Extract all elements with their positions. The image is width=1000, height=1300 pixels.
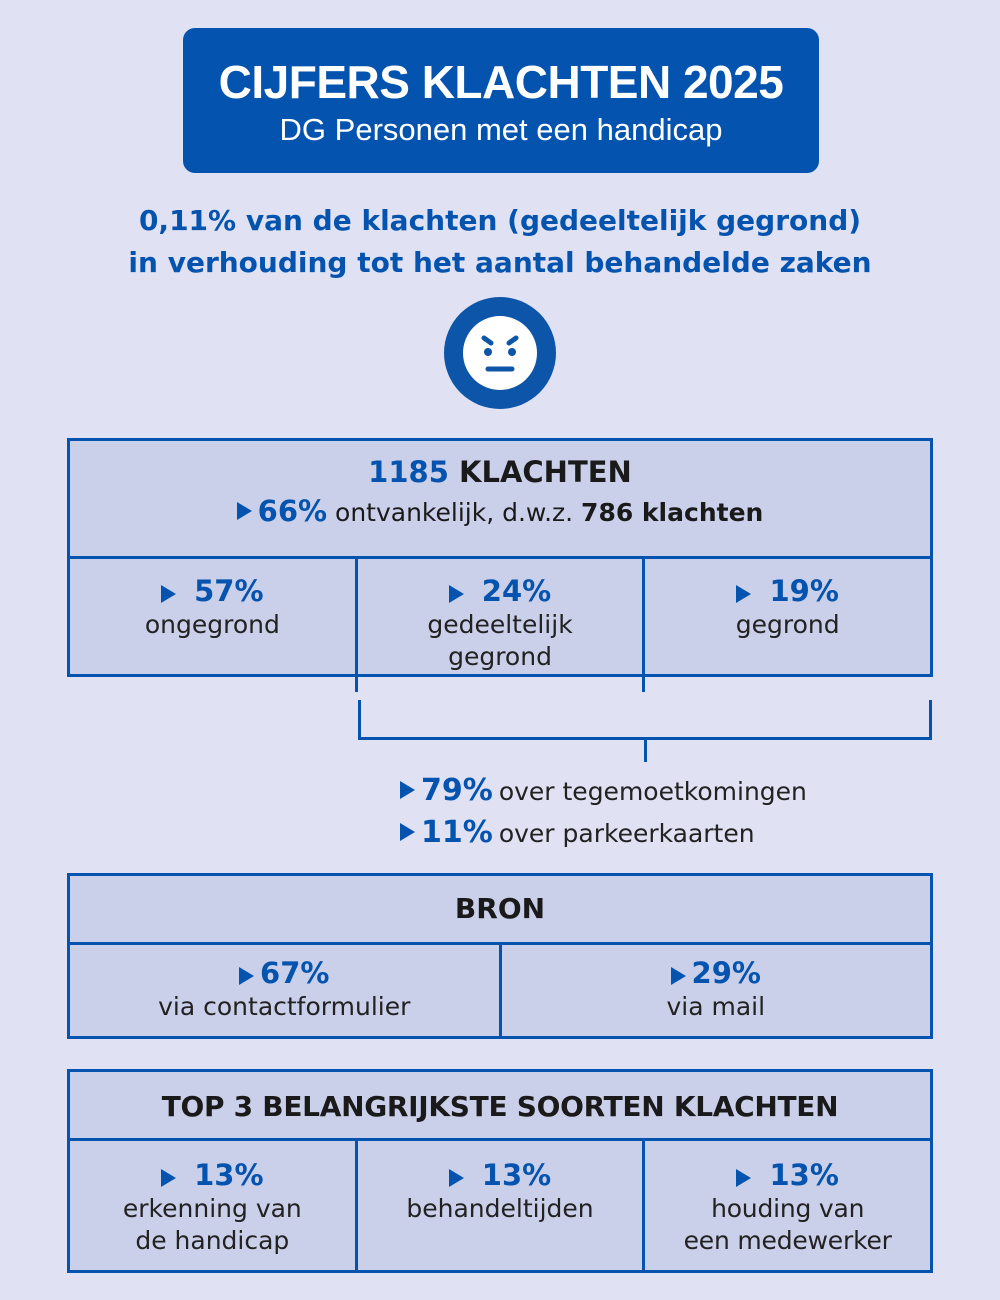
grouping-bracket (358, 700, 932, 740)
complaints-header: 1185 KLACHTEN 66% ontvankelijk, d.w.z. 7… (70, 453, 930, 559)
intro-statement: 0,11% van de klachten (gedeeltelijk gegr… (0, 200, 1000, 284)
source-label: via mail (666, 992, 766, 1021)
breakdown-label: gegrond (735, 610, 840, 639)
source-box: BRON 67% via contactformulier 29% via ma… (67, 873, 933, 1039)
top3-pct: 13% (769, 1158, 839, 1192)
top3-label-2: een medewerker (683, 1226, 892, 1255)
topic-label: over tegemoetkomingen (498, 777, 807, 806)
breakdown-row: 57% ongegrond 24% gedeeltelijk gegrond 1… (70, 559, 930, 692)
top3-label: houding van (711, 1194, 865, 1223)
topic-pct: 11% (421, 815, 493, 850)
breakdown-cell: 24% gedeeltelijk gegrond (354, 559, 643, 692)
page-subtitle: DG Personen met een handicap (279, 112, 723, 147)
triangle-bullet-icon (239, 966, 255, 985)
top3-label: behandeltijden (406, 1194, 594, 1223)
top3-pct: 13% (481, 1158, 552, 1192)
topic-label: over parkeerkaarten (498, 819, 755, 848)
breakdown-pct: 24% (481, 574, 552, 608)
triangle-bullet-icon (448, 584, 464, 603)
top3-box: TOP 3 BELANGRIJKSTE SOORTEN KLACHTEN 13%… (67, 1069, 933, 1273)
angry-face-icon (444, 297, 556, 409)
source-cell: 29% via mail (498, 945, 931, 1039)
topic-pct: 79% (421, 773, 493, 808)
triangle-bullet-icon (400, 823, 415, 841)
source-title: BRON (70, 876, 930, 945)
top3-cell: 13% erkenning van de handicap (70, 1141, 355, 1273)
top3-cell: 13% behandeltijden (354, 1141, 643, 1273)
breakdown-cell: 57% ongegrond (70, 559, 355, 692)
intro-line-2: in verhouding tot het aantal behandelde … (128, 246, 872, 279)
top3-label-2: de handicap (135, 1226, 290, 1255)
total-label: KLACHTEN (459, 455, 632, 489)
breakdown-pct: 19% (769, 574, 839, 608)
source-pct: 67% (260, 956, 330, 990)
triangle-bullet-icon (161, 584, 177, 603)
page-title: CIJFERS KLACHTEN 2025 (218, 56, 784, 108)
breakdown-label: ongegrond (144, 610, 280, 639)
top3-label: erkenning van (122, 1194, 302, 1223)
total-complaints: 1185 KLACHTEN (70, 453, 930, 491)
triangle-bullet-icon (236, 502, 252, 520)
source-label: via contactformulier (158, 992, 411, 1021)
triangle-bullet-icon (448, 1168, 464, 1187)
triangle-bullet-icon (736, 584, 752, 603)
triangle-bullet-icon (400, 781, 415, 799)
source-pct: 29% (691, 956, 761, 990)
top3-cell: 13% houding van een medewerker (642, 1141, 930, 1273)
grouping-bracket-stem (644, 740, 647, 762)
breakdown-cell: 19% gegrond (642, 559, 930, 692)
total-number: 1185 (368, 455, 449, 489)
top3-title: TOP 3 BELANGRIJKSTE SOORTEN KLACHTEN (70, 1072, 930, 1141)
source-cell: 67% via contactformulier (70, 945, 499, 1039)
triangle-bullet-icon (161, 1168, 177, 1187)
admissible-line: 66% ontvankelijk, d.w.z. 786 klachten (70, 493, 930, 531)
admissible-count: 786 klachten (581, 498, 764, 527)
title-banner: CIJFERS KLACHTEN 2025 DG Personen met ee… (183, 28, 819, 173)
triangle-bullet-icon (670, 966, 686, 985)
top3-row: 13% erkenning van de handicap 13% behand… (70, 1141, 930, 1273)
triangle-bullet-icon (736, 1168, 752, 1187)
founded-topic-item: 11% over parkeerkaarten (400, 815, 755, 852)
breakdown-label: gedeeltelijk (427, 610, 573, 639)
source-row: 67% via contactformulier 29% via mail (70, 945, 930, 1039)
breakdown-label-2: gegrond (448, 642, 552, 671)
breakdown-pct: 57% (194, 574, 264, 608)
intro-line-1: 0,11% van de klachten (gedeeltelijk gegr… (138, 204, 862, 237)
top3-pct: 13% (194, 1158, 264, 1192)
complaints-box: 1185 KLACHTEN 66% ontvankelijk, d.w.z. 7… (67, 438, 933, 692)
admissible-pct: 66% (257, 494, 328, 528)
founded-topic-item: 79% over tegemoetkomingen (400, 773, 807, 810)
admissible-text: ontvankelijk, d.w.z. (335, 498, 574, 527)
